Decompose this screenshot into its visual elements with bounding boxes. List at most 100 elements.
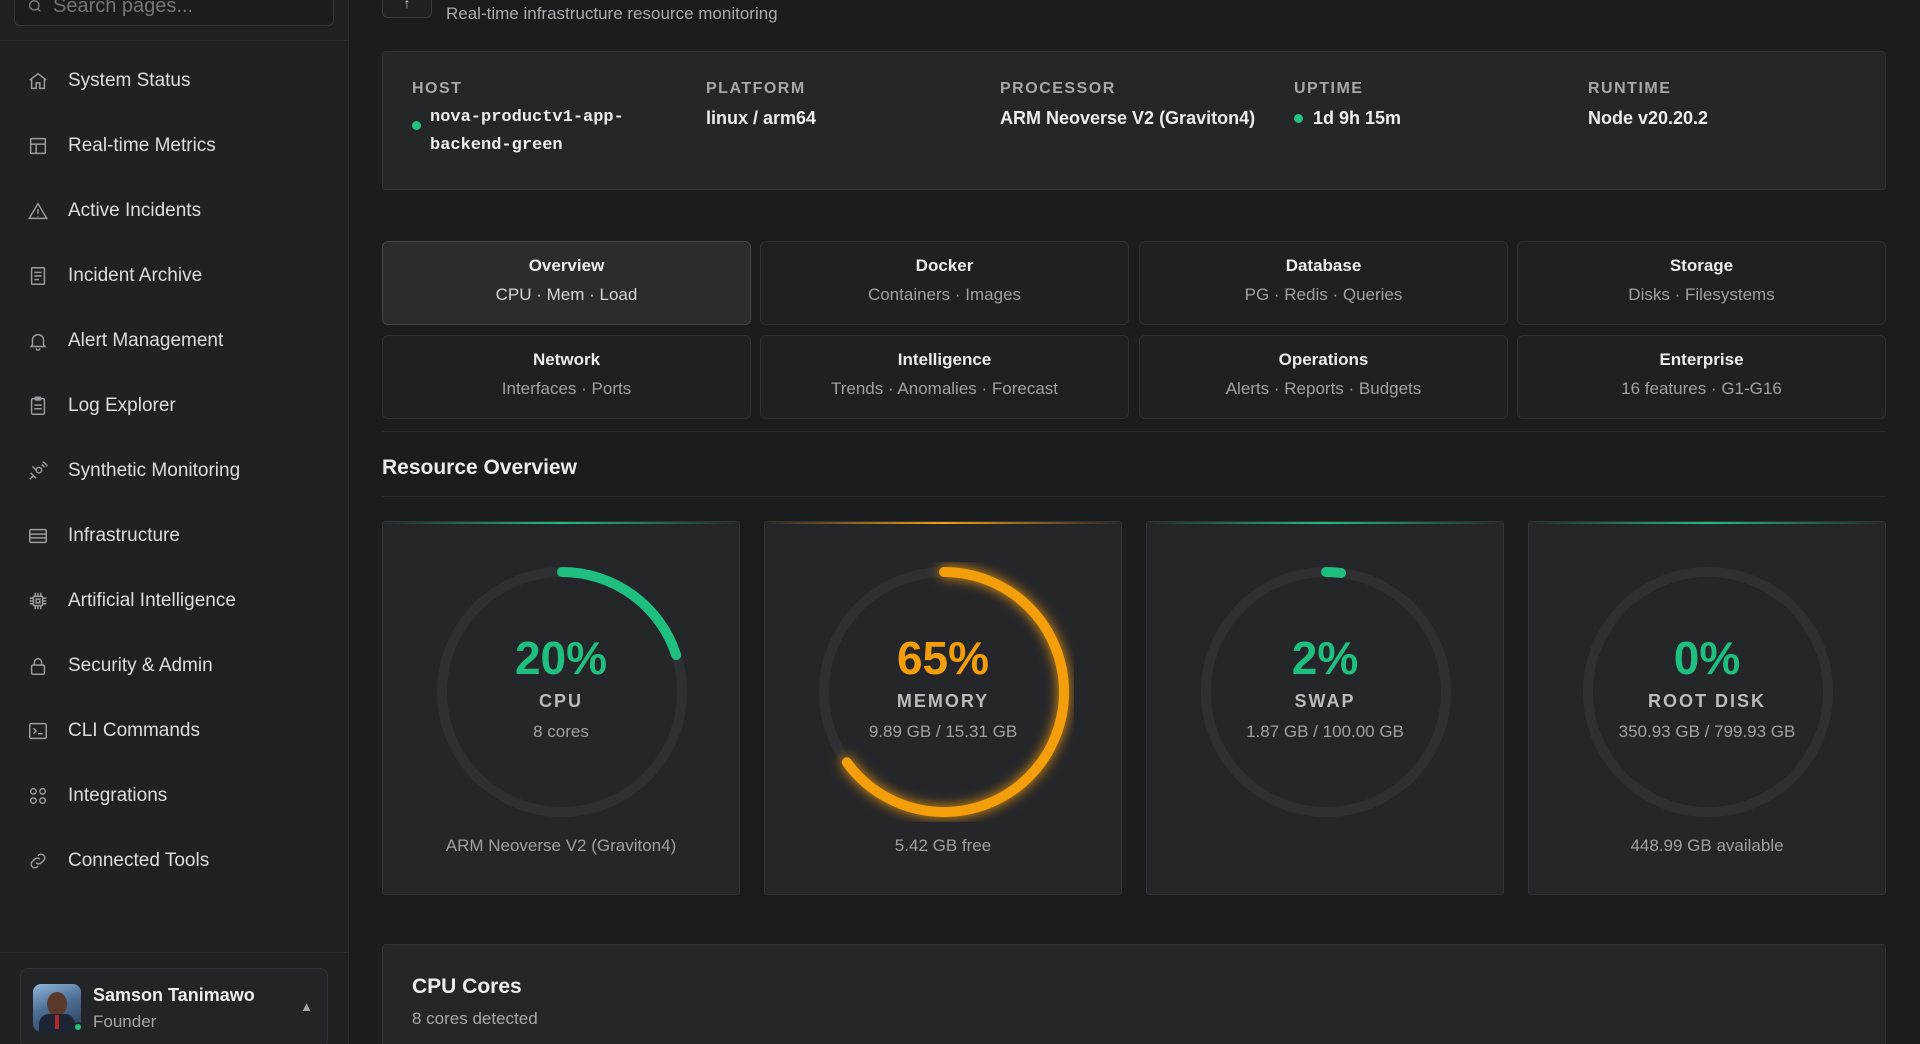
platform-value: linux / arm64 — [706, 108, 817, 128]
cpu-cores-title: CPU Cores — [412, 975, 522, 998]
host-value: nova-productv1-app- — [430, 108, 624, 127]
memory-gauge — [819, 567, 1069, 817]
gauge-name: ROOT DISK — [1647, 691, 1766, 711]
sidebar-item-cli-commands[interactable]: CLI Commands — [0, 698, 349, 763]
tab-database[interactable]: Database PG · Redis · Queries — [1139, 241, 1508, 325]
tab-subtitle: Alerts · Reports · Budgets — [1225, 379, 1422, 398]
sidebar-item-label: Incident Archive — [68, 264, 203, 286]
processor-info: PROCESSOR ARM Neoverse V2 (Graviton4) — [1000, 80, 1255, 129]
gauge-detail: 9.89 GB / 15.31 GB — [868, 722, 1018, 741]
search-icon — [29, 0, 41, 12]
section-title: Resource Overview — [382, 456, 577, 479]
search-box[interactable] — [14, 0, 334, 26]
back-button[interactable]: ↑ — [382, 0, 432, 18]
root-disk-gauge — [1583, 567, 1833, 817]
sidebar-item-synthetic-monitoring[interactable]: Synthetic Monitoring — [0, 438, 349, 503]
tab-network[interactable]: Network Interfaces · Ports — [382, 335, 751, 419]
layout-icon — [29, 137, 47, 154]
tab-subtitle: CPU · Mem · Load — [495, 285, 638, 304]
tab-overview[interactable]: Overview CPU · Mem · Load — [382, 241, 751, 325]
sidebar-item-security-admin[interactable]: Security & Admin — [0, 633, 349, 698]
warning-triangle-icon — [28, 201, 48, 219]
gauge-track — [1583, 567, 1833, 817]
sidebar-item-connected-tools[interactable]: Connected Tools — [0, 828, 349, 893]
gauge-footer: ARM Neoverse V2 (Graviton4) — [445, 836, 677, 855]
lock-icon — [30, 657, 46, 675]
chevron-up-icon[interactable]: ▲ — [300, 999, 313, 1014]
root-disk-gauge-card: 0% ROOT DISK 350.93 GB / 799.93 GB 448.9… — [1528, 521, 1886, 895]
sidebar-item-active-incidents[interactable]: Active Incidents — [0, 178, 349, 243]
gauge-name: SWAP — [1294, 691, 1356, 711]
user-profile-card[interactable]: Samson Tanimawo Founder ▲ — [20, 968, 328, 1044]
card-accent-line — [765, 522, 1121, 524]
tab-subtitle: Containers · Images — [867, 285, 1022, 304]
tab-enterprise[interactable]: Enterprise 16 features · G1-G16 — [1517, 335, 1886, 419]
sidebar-item-realtime-metrics[interactable]: Real-time Metrics — [0, 113, 349, 178]
chip-icon — [29, 592, 47, 609]
sidebar-item-label: Synthetic Monitoring — [68, 459, 241, 481]
gauge-detail: 8 cores — [533, 722, 589, 741]
server-icon — [29, 528, 47, 543]
memory-gauge-card: 65% MEMORY 9.89 GB / 15.31 GB 5.42 GB fr… — [764, 521, 1122, 895]
sidebar-item-artificial-intelligence[interactable]: Artificial Intelligence — [0, 568, 349, 633]
section-divider — [382, 496, 1886, 497]
cpu-gauge-card: 20% CPU 8 cores ARM Neoverse V2 (Gravito… — [382, 521, 740, 895]
tab-docker[interactable]: Docker Containers · Images — [760, 241, 1129, 325]
sidebar-item-label: System Status — [68, 69, 191, 91]
archive-icon — [30, 266, 46, 285]
tab-storage[interactable]: Storage Disks · Filesystems — [1517, 241, 1886, 325]
tab-intelligence[interactable]: Intelligence Trends · Anomalies · Foreca… — [760, 335, 1129, 419]
gauge-arc — [819, 567, 1069, 817]
tab-subtitle: 16 features · G1-G16 — [1621, 379, 1782, 398]
runtime-value: Node v20.20.2 — [1588, 108, 1709, 128]
swap-gauge — [1201, 567, 1451, 817]
host-value-cont: backend-green — [430, 136, 563, 155]
sidebar-item-system-status[interactable]: System Status — [0, 48, 349, 113]
sidebar-item-infrastructure[interactable]: Infrastructure — [0, 503, 349, 568]
cpu-cores-panel: CPU Cores 8 cores detected — [382, 944, 1886, 1044]
tab-title: Overview — [528, 256, 605, 275]
gauge-footer: 448.99 GB available — [1630, 836, 1784, 855]
tab-title: Storage — [1669, 256, 1734, 275]
bell-icon — [29, 333, 47, 351]
processor-label: PROCESSOR — [1000, 80, 1116, 97]
link-icon — [30, 853, 46, 868]
card-accent-line — [1147, 522, 1503, 524]
runtime-label: RUNTIME — [1588, 80, 1672, 97]
clipboard-icon — [30, 396, 46, 415]
user-name: Samson Tanimawo — [93, 985, 255, 1005]
gauge-percent: 65% — [896, 632, 990, 684]
main-content: ↑ Real-time infrastructure resource moni… — [349, 0, 1920, 1044]
tab-title: Intelligence — [897, 350, 992, 369]
sidebar-item-integrations[interactable]: Integrations — [0, 763, 349, 828]
gauge-percent: 2% — [1291, 632, 1359, 684]
sidebar-item-log-explorer[interactable]: Log Explorer — [0, 373, 349, 438]
card-accent-line — [1529, 522, 1885, 524]
gauge-arc — [1201, 567, 1451, 817]
tab-title: Database — [1285, 256, 1362, 275]
sidebar-item-incident-archive[interactable]: Incident Archive — [0, 243, 349, 308]
uptime-label: UPTIME — [1294, 80, 1364, 97]
uptime-info: UPTIME 1d 9h 15m — [1294, 80, 1401, 129]
cpu-gauge — [437, 567, 687, 817]
sidebar-item-label: Log Explorer — [68, 394, 176, 416]
tabs-divider — [382, 431, 1886, 432]
host-status-icon — [412, 121, 421, 130]
gauge-percent: 20% — [514, 632, 608, 684]
page-subtitle: Real-time infrastructure resource monito… — [446, 4, 778, 23]
host-info: HOST nova-productv1-app- backend-green — [412, 80, 624, 160]
online-status-icon — [73, 1022, 83, 1032]
host-label: HOST — [412, 80, 463, 97]
tab-subtitle: PG · Redis · Queries — [1244, 285, 1403, 304]
terminal-icon — [29, 722, 47, 739]
uptime-value: 1d 9h 15m — [1313, 108, 1402, 128]
tab-subtitle: Disks · Filesystems — [1628, 285, 1775, 304]
sidebar-item-label: Infrastructure — [68, 524, 180, 546]
tab-operations[interactable]: Operations Alerts · Reports · Budgets — [1139, 335, 1508, 419]
sidebar: System Status Real-time Metrics Active I… — [0, 0, 349, 1044]
processor-value: ARM Neoverse V2 (Graviton4) — [1000, 108, 1256, 128]
cpu-cores-subtitle: 8 cores detected — [412, 1009, 538, 1028]
sidebar-item-alert-management[interactable]: Alert Management — [0, 308, 349, 373]
sidebar-item-label: Alert Management — [68, 329, 224, 351]
search-input[interactable] — [53, 0, 313, 18]
